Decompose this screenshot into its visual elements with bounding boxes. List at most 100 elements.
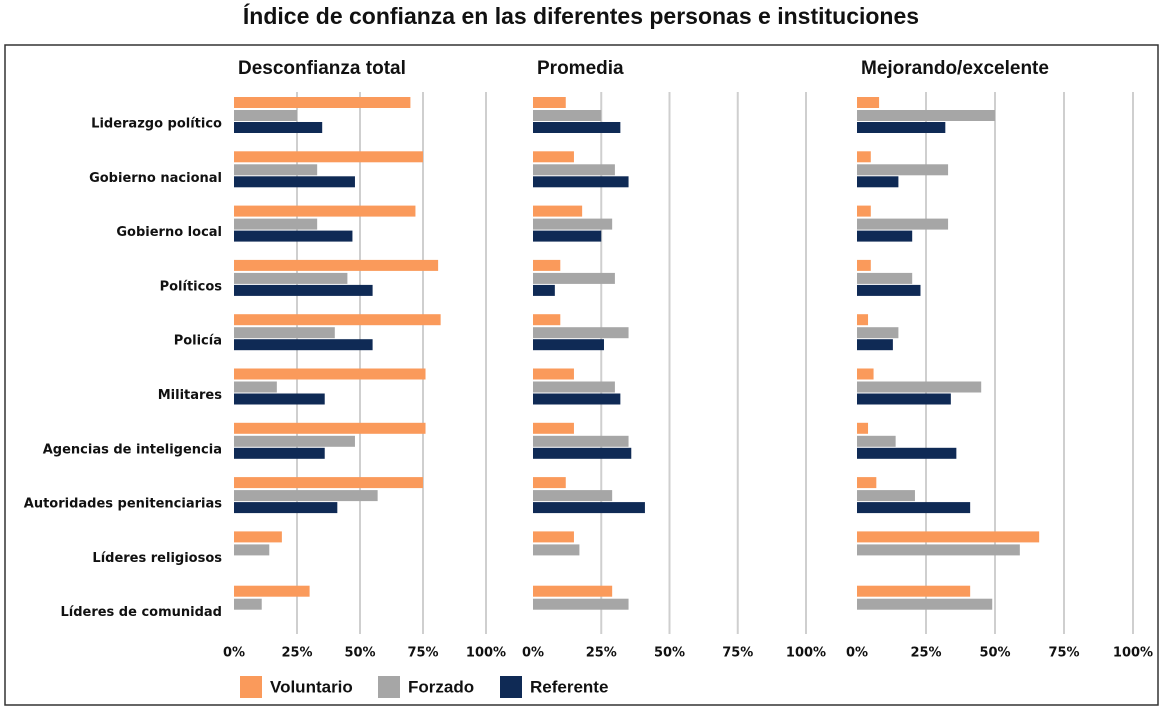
bar <box>234 272 348 284</box>
bar <box>234 447 325 459</box>
bar <box>533 422 574 434</box>
bar <box>234 585 310 597</box>
bar <box>234 97 411 108</box>
bar <box>533 205 583 217</box>
legend-label: Referente <box>530 677 608 696</box>
legend-swatch <box>500 676 522 698</box>
bar <box>234 205 416 217</box>
bar <box>533 327 629 339</box>
category-label: Autoridades penitenciarias <box>24 497 222 512</box>
legend-label: Voluntario <box>270 677 353 696</box>
bar <box>857 502 971 514</box>
x-tick-label: 0% <box>223 646 245 661</box>
x-tick-label: 100% <box>786 646 826 661</box>
bar <box>234 110 297 121</box>
x-tick-label: 0% <box>846 646 868 661</box>
x-tick-label: 50% <box>979 646 1010 661</box>
category-label: Líderes religiosos <box>92 551 222 566</box>
bar <box>234 339 373 351</box>
bar <box>857 598 993 610</box>
bar <box>533 164 615 176</box>
category-label: Gobierno local <box>116 225 222 240</box>
bar <box>533 381 615 393</box>
bar <box>234 230 353 242</box>
panel-title: Promedia <box>537 58 624 79</box>
bar <box>857 230 913 242</box>
panel-title: Desconfianza total <box>238 58 406 79</box>
bar <box>857 284 921 296</box>
bar <box>857 122 946 133</box>
x-tick-label: 75% <box>1048 646 1079 661</box>
bar <box>857 176 899 188</box>
category-label: Militares <box>158 388 223 403</box>
category-label: Gobierno nacional <box>89 171 222 186</box>
bar <box>533 218 613 230</box>
x-tick-label: 50% <box>654 646 685 661</box>
bar <box>533 97 566 108</box>
bar <box>533 598 629 610</box>
bar <box>857 422 869 434</box>
bar <box>234 122 323 133</box>
bar <box>533 585 613 597</box>
bar <box>857 477 877 489</box>
bar <box>533 368 574 380</box>
x-tick-label: 75% <box>722 646 753 661</box>
bar <box>533 272 615 284</box>
bar <box>857 339 893 351</box>
bar <box>234 151 423 163</box>
bar <box>533 259 561 271</box>
category-label: Liderazgo político <box>91 117 222 132</box>
bar <box>533 447 632 459</box>
x-tick-label: 100% <box>1113 646 1153 661</box>
x-tick-label: 0% <box>522 646 544 661</box>
bar <box>857 218 949 230</box>
bar <box>533 544 580 556</box>
category-label: Agencias de inteligencia <box>43 442 222 457</box>
bar <box>533 531 574 543</box>
bar <box>533 176 629 188</box>
bar <box>234 327 335 339</box>
x-tick-label: 25% <box>586 646 617 661</box>
chart-title: Índice de confianza en las diferentes pe… <box>243 2 919 29</box>
bar <box>857 110 995 121</box>
category-label: Políticos <box>160 279 223 294</box>
bar <box>857 368 874 380</box>
bar <box>234 435 355 447</box>
bar <box>857 205 871 217</box>
category-label: Policía <box>174 334 222 349</box>
bar <box>234 314 441 326</box>
bar <box>234 393 325 405</box>
bar <box>533 110 602 121</box>
bar <box>857 435 896 447</box>
bar <box>234 368 426 380</box>
bar <box>234 259 439 271</box>
bar <box>234 598 262 610</box>
x-tick-label: 25% <box>910 646 941 661</box>
bar <box>234 422 426 434</box>
bar <box>857 585 971 597</box>
bar <box>533 284 555 296</box>
x-tick-label: 75% <box>407 646 438 661</box>
bar <box>234 477 423 489</box>
bar <box>533 477 566 489</box>
bar <box>857 272 913 284</box>
panel-title: Mejorando/excelente <box>861 58 1049 79</box>
bar <box>234 502 338 514</box>
bar <box>533 122 621 133</box>
x-tick-label: 25% <box>281 646 312 661</box>
bar <box>857 259 871 271</box>
bar <box>533 339 604 351</box>
bar <box>234 531 282 543</box>
frame <box>4 44 1159 706</box>
category-label: Líderes de comunidad <box>60 605 222 620</box>
bar <box>857 327 899 339</box>
bar <box>533 314 561 326</box>
bar <box>857 544 1020 556</box>
bar <box>234 284 373 296</box>
legend-swatch <box>240 676 262 698</box>
bar <box>857 314 869 326</box>
bar <box>234 176 355 188</box>
bar <box>857 447 957 459</box>
bar <box>234 544 270 556</box>
